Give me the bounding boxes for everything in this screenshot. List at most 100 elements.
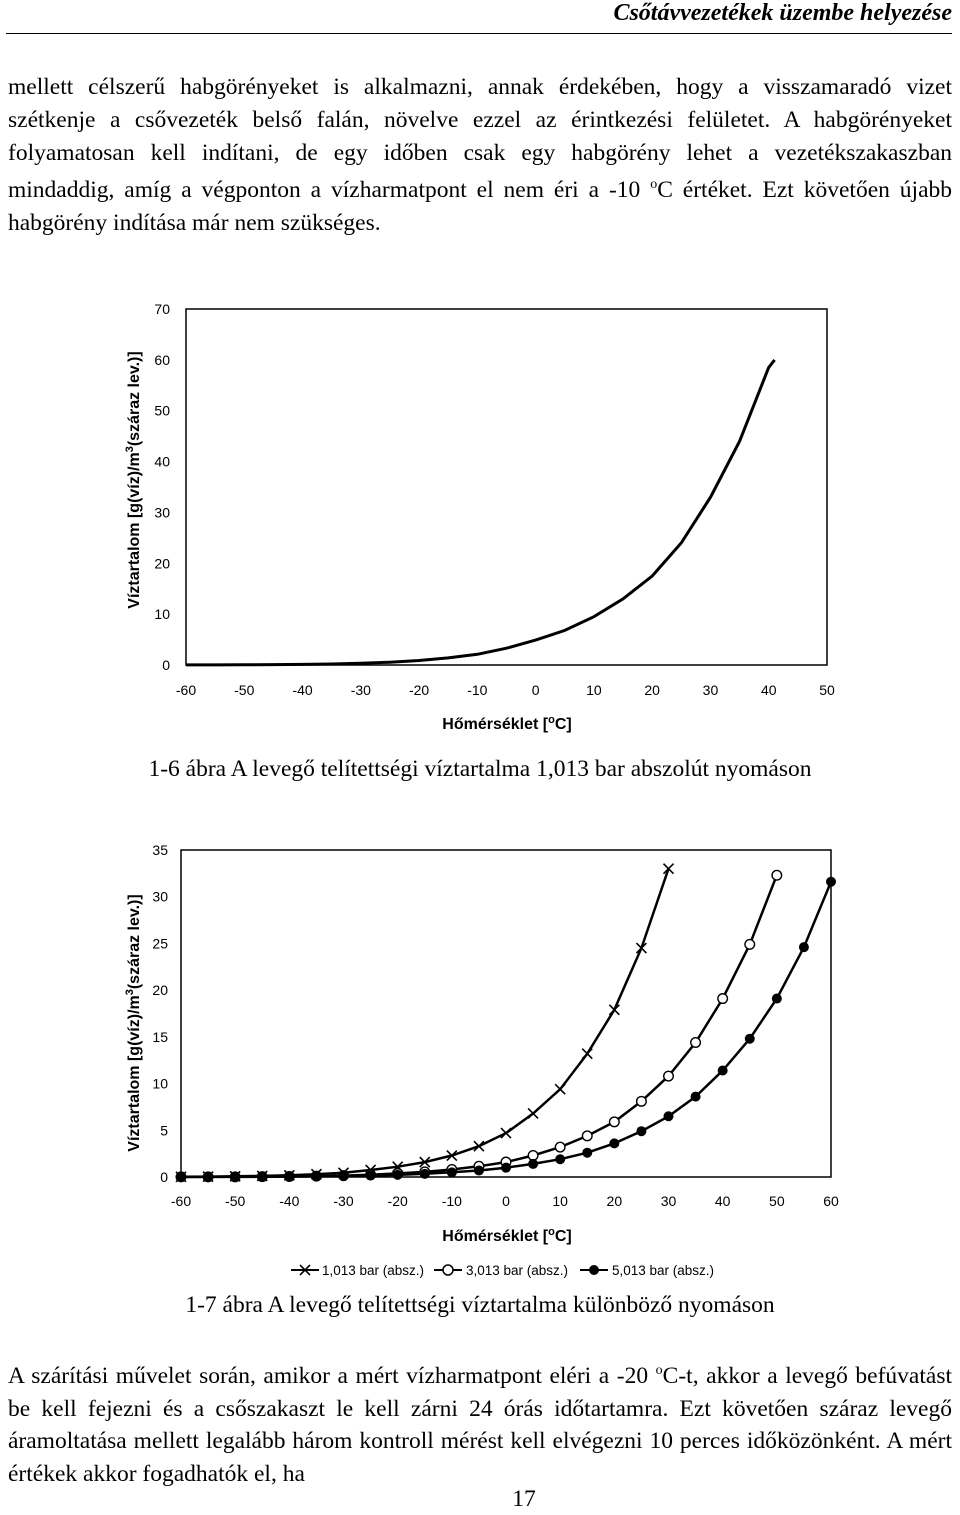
figure-1-ytick-label: 0	[162, 657, 170, 673]
figure-2-point-5013	[203, 1171, 214, 1182]
figure-2-point-5013	[717, 1065, 728, 1076]
paragraph-2-part-2: C-t, akkor a levegő befúvatást be kell f…	[8, 1362, 952, 1488]
figure-2-ytick-label: 0	[160, 1169, 168, 1185]
figure-2-point-5013	[501, 1162, 511, 1173]
figure-1-ylabel: Víztartalom [g(víz)/m3(száraz lev.)]	[124, 351, 143, 608]
figure-2-point-1013	[581, 1048, 593, 1060]
figure-2-point-5013	[663, 1111, 674, 1122]
figure-1-xlabel: Hőmérséklet [oC]	[442, 714, 571, 733]
figure-2-point-5013	[555, 1154, 566, 1165]
paragraph-1-part-1: mellett célszerű habgörényeket is alkalm…	[8, 74, 952, 204]
figure-1-ylabel-end: (száraz lev.)]	[126, 351, 143, 446]
figure-1-xtick-label: 50	[819, 682, 835, 698]
legend-label-5013: 5,013 bar (absz.)	[612, 1263, 714, 1278]
figure-2-point-5013	[826, 876, 836, 887]
figure-1-xtick-label: -60	[176, 682, 196, 698]
figure-1-xlabel-end: C]	[555, 716, 572, 733]
figure-2-point-5013	[257, 1171, 268, 1182]
figure-1-xtick-label: -20	[409, 682, 429, 698]
figure-1-xtick-label: -50	[234, 682, 254, 698]
figure-2-xtick-label: -60	[171, 1193, 191, 1209]
figure-2-point-5013	[744, 1033, 755, 1044]
figure-2-xtick-label: -10	[442, 1193, 462, 1209]
figure-2-point-1013	[500, 1127, 512, 1139]
figure-2-point-1013	[473, 1140, 485, 1152]
legend-marker-5013	[589, 1265, 599, 1275]
figure-1-ytick-label: 70	[154, 301, 170, 317]
header-rule	[6, 33, 952, 34]
figure-2-point-1013	[635, 942, 647, 954]
figure-2-point-3013	[690, 1036, 702, 1048]
figure-1-xtick-label: -40	[292, 682, 312, 698]
figure-1-ytick-label: 60	[154, 352, 170, 368]
figure-2-caption: 1-7 ábra A levegő telítettségi víztartal…	[185, 1292, 775, 1318]
figure-2-xtick-label: 20	[607, 1193, 623, 1209]
figure-2-ytick-label: 10	[152, 1076, 168, 1092]
figure-1-plot-frame	[185, 308, 828, 666]
figure-2-point-3013	[581, 1130, 593, 1142]
figure-2-point-1013	[446, 1149, 458, 1162]
figure-2-point-3013	[554, 1141, 566, 1153]
figure-2-xtick-label: 50	[769, 1193, 785, 1209]
figure-2-xlabel-sup: o	[548, 1226, 555, 1238]
figure-2-chart: 0 5 10 15 20 25 30 35 -60 -50 -40 -30 -20 -10 0 10 20 30…	[124, 842, 839, 1278]
figure-2-plot-frame	[180, 849, 832, 1178]
figure-2-point-5013	[473, 1165, 484, 1176]
figure-1-xtick-label: 10	[586, 682, 602, 698]
figure-2-point-5013	[690, 1091, 701, 1102]
figure-2-point-5013	[446, 1167, 457, 1178]
figure-2-xlabel-main: Hőmérséklet [	[442, 1228, 548, 1245]
figure-2-legend: 1,013 bar (absz.) 3,013 bar (absz.) 5,01…	[291, 1263, 714, 1278]
figure-1-chart: 0 10 20 30 40 50 60 70 -60 -50 -40 -30 -20 -10 0 10 20 3…	[124, 301, 835, 733]
figure-2-ytick-label: 15	[152, 1029, 168, 1045]
figure-1-xtick-label: -10	[467, 682, 487, 698]
running-header: Csőtávvezetékek üzembe helyezése	[613, 0, 952, 26]
legend-marker-3013	[442, 1264, 454, 1276]
figure-2-xtick-label: -40	[279, 1193, 299, 1209]
figure-2-point-5013	[176, 1172, 186, 1182]
figure-2-xtick-label: 30	[661, 1193, 677, 1209]
figure-1-ylabel-sup: 3	[124, 446, 136, 452]
figure-2-ylabel-sup: 3	[124, 989, 136, 995]
figure-2-point-1013	[527, 1107, 539, 1120]
figure-2-point-1013	[554, 1083, 566, 1095]
figure-1-xtick-label: 0	[532, 682, 540, 698]
figure-1-xtick-label: 20	[644, 682, 660, 698]
figure-2-point-5013	[771, 993, 782, 1004]
legend-label-1013: 1,013 bar (absz.)	[322, 1263, 424, 1278]
figure-2-point-3013	[608, 1116, 620, 1128]
figure-2-xlabel: Hőmérséklet [oC]	[442, 1226, 571, 1245]
figure-2-point-5013	[528, 1158, 539, 1169]
paragraph-2-part-1: A szárítási művelet során, amikor a mért…	[8, 1362, 656, 1389]
figure-2-point-1013	[662, 863, 675, 875]
figure-2-xtick-label: 40	[715, 1193, 731, 1209]
figure-2-ytick-label: 35	[152, 842, 168, 858]
figure-2-series-line-3013	[181, 874, 778, 1179]
figure-2-point-3013	[663, 1070, 675, 1082]
figure-1-ytick-label: 30	[154, 504, 170, 520]
figure-2-point-5013	[582, 1147, 593, 1158]
paragraph-1: mellett célszerű habgörényeket is alkalm…	[8, 71, 952, 240]
figure-2-point-1013	[419, 1156, 431, 1168]
figure-2-point-5013	[798, 942, 809, 953]
figure-1-xlabel-sup: o	[548, 714, 555, 726]
figure-1-ylabel-main: Víztartalom [g(víz)/m	[126, 452, 143, 608]
figure-2-ylabel-end: (száraz lev.)]	[126, 894, 143, 989]
figure-2-point-5013	[392, 1169, 403, 1180]
figure-2-point-5013	[609, 1138, 620, 1149]
figure-1-ytick-label: 10	[154, 606, 170, 622]
figure-2-ytick-label: 5	[160, 1122, 168, 1138]
figure-2-ytick-label: 20	[152, 982, 168, 998]
figure-2-point-5013	[365, 1170, 376, 1181]
paragraph-1-degree-sup: o	[650, 177, 658, 193]
figure-1-xtick-label: 40	[761, 682, 777, 698]
legend-label-3013: 3,013 bar (absz.)	[466, 1263, 568, 1278]
figure-2-point-3013	[744, 938, 756, 950]
figure-2-xtick-label: -20	[388, 1193, 408, 1209]
figure-1-xlabel-main: Hőmérséklet [	[442, 716, 548, 733]
paragraph-2-degree-sup: o	[655, 1363, 663, 1378]
figure-2-point-5013	[338, 1171, 349, 1182]
figure-2-point-5013	[284, 1171, 295, 1182]
figure-2-point-5013	[419, 1168, 430, 1179]
figure-2-ytick-label: 25	[152, 935, 168, 951]
